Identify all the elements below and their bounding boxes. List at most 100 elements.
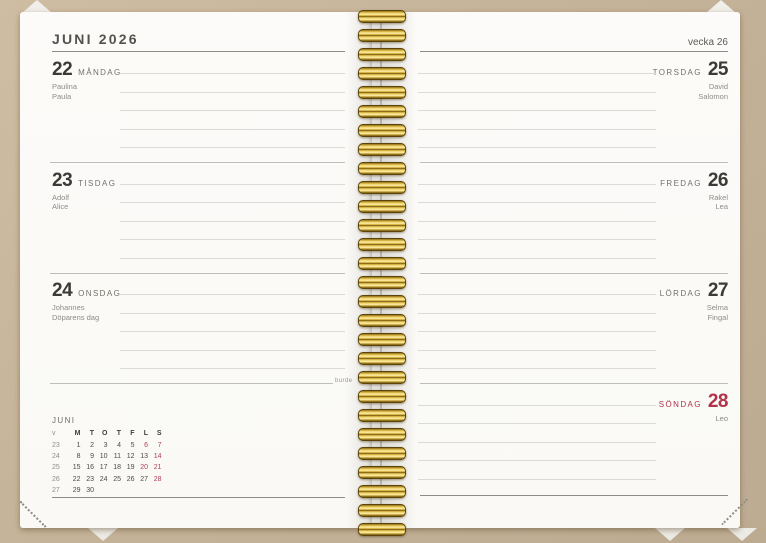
writing-line	[120, 239, 345, 240]
weekday-name: SÖNDAG	[658, 399, 702, 409]
name-day: Alice	[52, 202, 69, 211]
mini-calendar-cell: 11	[113, 452, 121, 460]
mini-calendar-header-cell: F	[130, 430, 135, 438]
page-corner-notch	[22, 0, 52, 13]
mini-calendar-cell: 23	[52, 441, 60, 449]
name-day: Selma	[706, 303, 728, 312]
mini-calendar-row: 26 22 23 24 25 26 27 28	[52, 474, 162, 485]
month-title: JUNI 2026	[52, 31, 139, 47]
name-days: Johannes Döparens dag	[20, 303, 372, 322]
mini-calendar-cell: 15	[72, 464, 81, 472]
weekday-name: LÖRDAG	[659, 289, 702, 298]
writing-line	[418, 220, 656, 222]
writing-line	[120, 220, 345, 222]
mini-calendar-title: JUNI	[52, 416, 76, 425]
day-separator	[420, 383, 728, 384]
writing-line	[418, 460, 656, 461]
page-corner-notch	[655, 528, 685, 541]
page-corner-notch	[727, 528, 757, 541]
writing-line	[120, 73, 345, 74]
writing-line	[418, 239, 656, 240]
mini-calendar: JUNI v M T O T F L S 23 1 2 3 4 5 6 7 24 8 9 10 11 12 13 14 25 15…	[52, 416, 162, 496]
writing-line	[120, 110, 345, 111]
name-days: David Salomon	[372, 82, 740, 101]
writing-line	[418, 331, 656, 332]
name-day: Rakel	[708, 192, 728, 202]
writing-line	[418, 73, 656, 74]
page-gutter	[346, 12, 416, 528]
writing-line	[120, 312, 345, 314]
mini-calendar-cell: 13	[140, 452, 148, 460]
day-number: 22	[52, 59, 73, 80]
writing-line	[418, 294, 656, 295]
mini-calendar-cell: 27	[140, 475, 148, 483]
mini-calendar-cell: 25	[113, 475, 121, 483]
mini-calendar-grid: v M T O T F L S 23 1 2 3 4 5 6 7 24 8 9 10 11 12 13 14 25 15 16 17 1…	[52, 428, 162, 496]
mini-calendar-cell: 24	[52, 452, 60, 460]
mini-calendar-cell: 30	[86, 487, 94, 495]
day-block-friday: FREDAG 26 Rakel Lea	[372, 170, 740, 273]
name-day: Lea	[715, 202, 728, 211]
writing-line	[418, 202, 656, 203]
day-block-wednesday: 24 ONSDAG Johannes Döparens dag	[20, 281, 372, 383]
day-number: 28	[707, 390, 729, 412]
writing-line	[418, 404, 656, 406]
writing-line	[120, 91, 345, 93]
mini-calendar-row: 25 15 16 17 18 19 20 21	[52, 462, 162, 473]
mini-calendar-cell: 17	[99, 464, 108, 472]
writing-line	[120, 257, 345, 259]
name-day: Salomon	[698, 91, 728, 101]
day-heading: FREDAG 26	[372, 170, 740, 191]
name-day: Paula	[52, 91, 72, 101]
mini-calendar-cell: 18	[113, 464, 121, 472]
writing-lines	[418, 392, 656, 492]
mini-calendar-header-cell: S	[156, 430, 162, 438]
mini-calendar-header-cell: v	[52, 430, 56, 438]
mini-calendar-cell: 10	[99, 452, 108, 460]
right-page: vecka 26 TORSDAG 25 David Salomon FREDAG…	[372, 12, 740, 528]
day-separator	[50, 162, 345, 163]
day-block-saturday: LÖRDAG 27 Selma Fingal	[372, 281, 740, 383]
mini-calendar-cell: 26	[52, 475, 60, 483]
mini-calendar-cell: 9	[90, 452, 94, 460]
day-separator	[50, 272, 345, 274]
mini-calendar-cell: 22	[72, 475, 81, 483]
mini-calendar-cell: 28	[153, 475, 162, 483]
mini-calendar-cell: 29	[72, 487, 81, 495]
writing-line	[418, 368, 656, 369]
mini-calendar-row: 27 29 30	[52, 485, 162, 496]
day-number: 25	[707, 59, 729, 80]
writing-line	[418, 441, 656, 443]
writing-line	[418, 110, 656, 111]
mini-calendar-cell: 23	[86, 475, 94, 483]
writing-line	[418, 91, 656, 93]
mini-calendar-header-cell: O	[102, 430, 108, 438]
writing-line	[418, 478, 656, 480]
name-day: Adolf	[52, 192, 70, 202]
footer-rule	[420, 495, 728, 496]
day-separator	[50, 383, 333, 384]
header-rule	[420, 51, 728, 52]
name-days: Leo	[372, 414, 740, 424]
name-days: Paulina Paula	[20, 82, 372, 101]
mini-calendar-cell: 24	[99, 475, 108, 483]
page-corner-notch	[88, 528, 118, 541]
mini-calendar-cell: 5	[130, 441, 135, 449]
name-day: David	[708, 82, 728, 91]
mini-calendar-header-cell: T	[89, 430, 94, 438]
mini-calendar-cell: 26	[126, 475, 135, 483]
writing-line	[418, 257, 656, 259]
day-separator	[420, 162, 728, 163]
mini-calendar-cell: 2	[90, 441, 94, 449]
mini-calendar-row: 23 1 2 3 4 5 6 7	[52, 439, 162, 450]
writing-line	[120, 147, 345, 148]
weekday-name: MÅNDAG	[78, 68, 122, 77]
weekday-name: TISDAG	[78, 178, 117, 188]
weekday-name: TORSDAG	[652, 68, 702, 77]
writing-lines	[418, 281, 656, 381]
day-number: 23	[52, 169, 73, 191]
weekday-name: ONSDAG	[78, 289, 122, 298]
writing-lines	[120, 171, 345, 271]
name-days: Rakel Lea	[372, 193, 740, 212]
